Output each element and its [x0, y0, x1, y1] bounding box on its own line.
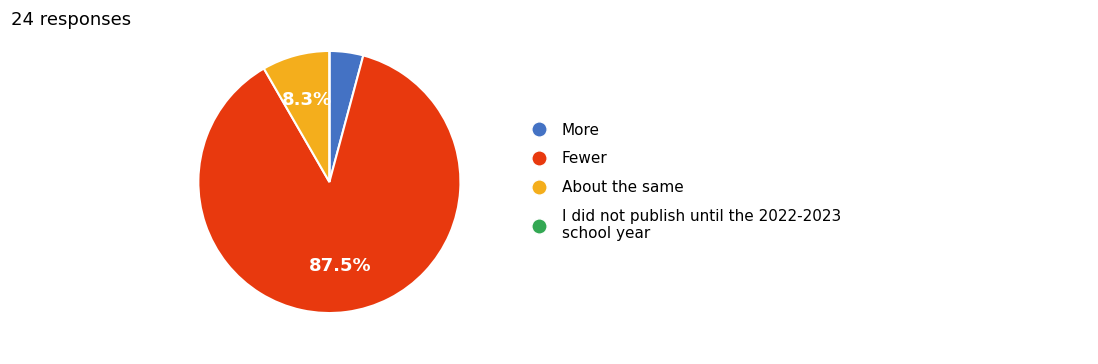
Legend: More, Fewer, About the same, I did not publish until the 2022-2023
school year: More, Fewer, About the same, I did not p… [517, 116, 847, 248]
Wedge shape [264, 51, 329, 182]
Text: 24 responses: 24 responses [11, 11, 131, 29]
Text: 87.5%: 87.5% [310, 257, 372, 276]
Wedge shape [329, 51, 363, 182]
Wedge shape [199, 55, 460, 313]
Text: 8.3%: 8.3% [282, 91, 333, 109]
